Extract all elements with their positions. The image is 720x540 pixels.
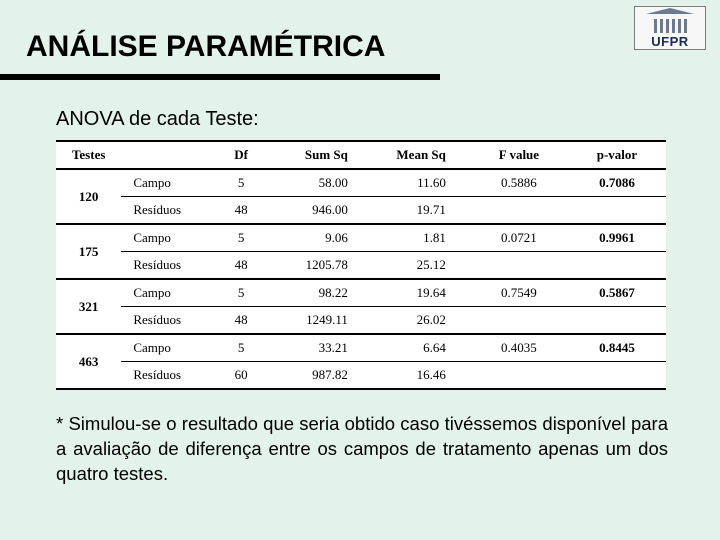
- cell-fvalue: [470, 362, 568, 390]
- cell-meansq: 19.64: [372, 279, 470, 307]
- cell-fvalue: 0.0721: [470, 224, 568, 252]
- cell-df: 60: [208, 362, 273, 390]
- cell-fvalue: [470, 197, 568, 225]
- cell-source: Resíduos: [121, 307, 208, 335]
- cell-sumsq: 946.00: [274, 197, 372, 225]
- cell-meansq: 19.71: [372, 197, 470, 225]
- table-row: 175Campo59.061.810.07210.9961: [56, 224, 666, 252]
- table-row: Resíduos60987.8216.46: [56, 362, 666, 390]
- col-sumsq: Sum Sq: [274, 141, 372, 169]
- cell-df: 48: [208, 252, 273, 280]
- cell-pvalor: [568, 197, 666, 225]
- col-df: Df: [208, 141, 273, 169]
- col-testes: Testes: [56, 141, 121, 169]
- footnote: * Simulou-se o resultado que seria obtid…: [56, 412, 668, 487]
- cell-df: 48: [208, 197, 273, 225]
- cell-fvalue: 0.5886: [470, 169, 568, 197]
- cell-sumsq: 987.82: [274, 362, 372, 390]
- cell-source: Resíduos: [121, 252, 208, 280]
- col-fvalue: F value: [470, 141, 568, 169]
- table-row: Resíduos481249.1126.02: [56, 307, 666, 335]
- cell-pvalor: 0.7086: [568, 169, 666, 197]
- cell-source: Campo: [121, 224, 208, 252]
- table-row: 321Campo598.2219.640.75490.5867: [56, 279, 666, 307]
- cell-pvalor: 0.5867: [568, 279, 666, 307]
- cell-meansq: 16.46: [372, 362, 470, 390]
- logo-roof-icon: [646, 8, 694, 14]
- cell-testes: 120: [56, 169, 121, 224]
- cell-df: 5: [208, 334, 273, 362]
- cell-pvalor: 0.9961: [568, 224, 666, 252]
- table-row: 120Campo558.0011.600.58860.7086: [56, 169, 666, 197]
- cell-df: 5: [208, 224, 273, 252]
- cell-sumsq: 98.22: [274, 279, 372, 307]
- cell-source: Resíduos: [121, 362, 208, 390]
- cell-testes: 463: [56, 334, 121, 389]
- cell-sumsq: 1205.78: [274, 252, 372, 280]
- cell-meansq: 26.02: [372, 307, 470, 335]
- cell-pvalor: [568, 362, 666, 390]
- cell-sumsq: 58.00: [274, 169, 372, 197]
- table-row: Resíduos481205.7825.12: [56, 252, 666, 280]
- anova-table-container: Testes Df Sum Sq Mean Sq F value p-valor…: [56, 140, 666, 390]
- cell-pvalor: [568, 252, 666, 280]
- cell-source: Campo: [121, 169, 208, 197]
- col-source: [121, 141, 208, 169]
- page-title: ANÁLISE PARAMÉTRICA: [26, 30, 385, 64]
- cell-meansq: 11.60: [372, 169, 470, 197]
- cell-fvalue: [470, 307, 568, 335]
- cell-fvalue: 0.7549: [470, 279, 568, 307]
- col-pvalor: p-valor: [568, 141, 666, 169]
- table-row: 463Campo533.216.640.40350.8445: [56, 334, 666, 362]
- cell-meansq: 1.81: [372, 224, 470, 252]
- cell-source: Resíduos: [121, 197, 208, 225]
- cell-pvalor: [568, 307, 666, 335]
- cell-source: Campo: [121, 279, 208, 307]
- cell-meansq: 25.12: [372, 252, 470, 280]
- logo-columns-icon: [648, 15, 692, 33]
- cell-source: Campo: [121, 334, 208, 362]
- ufpr-logo: UFPR: [634, 6, 706, 50]
- table-row: Resíduos48946.0019.71: [56, 197, 666, 225]
- cell-fvalue: 0.4035: [470, 334, 568, 362]
- cell-sumsq: 9.06: [274, 224, 372, 252]
- cell-fvalue: [470, 252, 568, 280]
- cell-sumsq: 33.21: [274, 334, 372, 362]
- cell-testes: 175: [56, 224, 121, 279]
- cell-meansq: 6.64: [372, 334, 470, 362]
- cell-pvalor: 0.8445: [568, 334, 666, 362]
- col-meansq: Mean Sq: [372, 141, 470, 169]
- subtitle: ANOVA de cada Teste:: [56, 108, 259, 131]
- cell-sumsq: 1249.11: [274, 307, 372, 335]
- anova-table: Testes Df Sum Sq Mean Sq F value p-valor…: [56, 140, 666, 390]
- cell-df: 5: [208, 169, 273, 197]
- cell-df: 5: [208, 279, 273, 307]
- table-header-row: Testes Df Sum Sq Mean Sq F value p-valor: [56, 141, 666, 169]
- logo-label: UFPR: [651, 34, 688, 49]
- cell-df: 48: [208, 307, 273, 335]
- cell-testes: 321: [56, 279, 121, 334]
- title-underline: [0, 74, 440, 80]
